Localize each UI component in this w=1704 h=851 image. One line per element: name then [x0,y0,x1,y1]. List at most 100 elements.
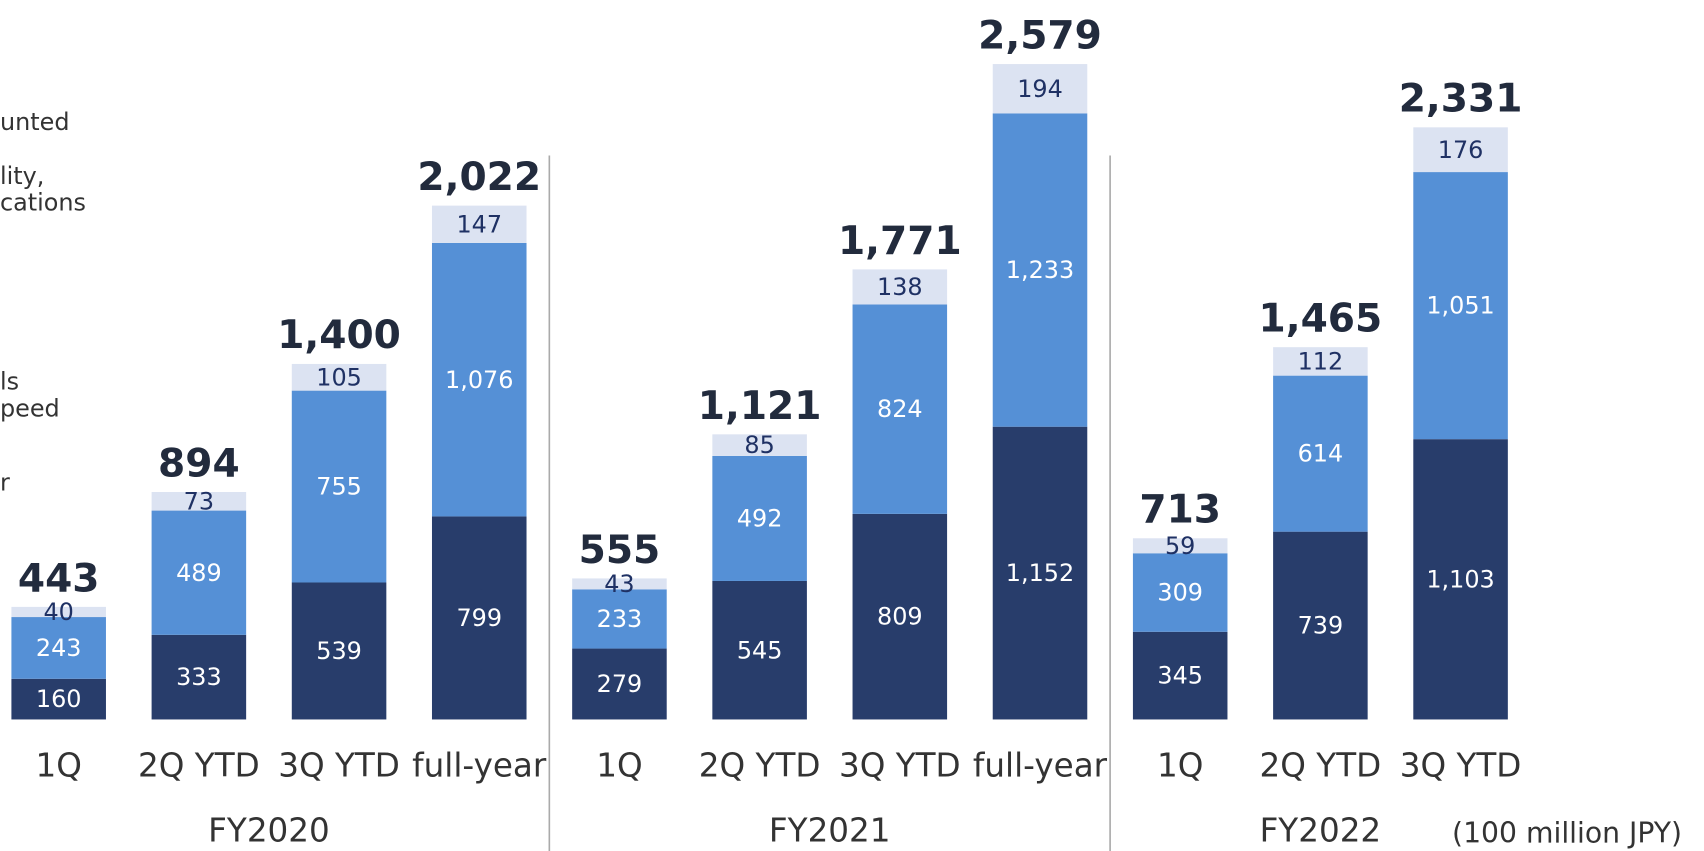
segment-label: 243 [36,634,82,662]
bar-segment [291,582,387,720]
total-label: 443 [18,556,100,601]
x-tick-label: 1Q [596,746,642,784]
bar-segment [11,617,106,679]
segment-label: 739 [1298,612,1344,640]
segment-label: 489 [176,559,222,587]
bar-segment [1132,553,1228,632]
bar-segment [151,492,247,511]
bar-segment [151,510,247,635]
x-tick-label: full-year [973,746,1108,784]
total-label: 894 [158,442,240,487]
bar-segment [572,589,667,649]
segment-label: 1,233 [1006,256,1074,284]
x-tick-label: 1Q [1157,746,1203,784]
bar-segment [572,578,667,590]
bar-segment [431,242,527,517]
bar-segment [712,434,807,456]
bar-segment [712,455,807,581]
bar-segment [1273,375,1368,532]
bar-segment [1413,439,1508,720]
segment-label: 85 [744,431,774,459]
segment-label: 345 [1157,662,1203,690]
x-tick-label: 3Q YTD [1400,746,1522,784]
bar-segment [852,269,948,305]
segment-label: 1,152 [1006,559,1074,587]
bar-segment [291,363,387,391]
segment-label: 147 [456,210,502,238]
segment-label: 1,076 [445,366,513,394]
segment-label: 799 [456,604,502,632]
segment-label: 59 [1165,532,1195,560]
unit-label: (100 million JPY) [1452,817,1682,850]
total-label: 1,121 [698,384,822,429]
bar-segment [431,205,527,243]
x-tick-label: 3Q YTD [839,746,961,784]
segment-label: 1,051 [1426,292,1494,320]
segment-label: 614 [1298,440,1344,468]
bar-segment [1273,531,1368,720]
segment-label: 545 [737,636,783,664]
x-tick-label: 2Q YTD [1260,746,1382,784]
bar-segment [572,648,667,720]
segment-label: 105 [316,363,362,391]
segment-label: 112 [1298,347,1344,375]
total-label: 2,022 [417,155,541,200]
segment-label: 176 [1438,136,1484,164]
bar-segment [1132,538,1228,554]
segment-label: 809 [877,603,923,631]
total-label: 1,465 [1259,297,1383,342]
bar-segment [151,634,247,720]
legend-fragment: ls [0,368,19,396]
bar-segment [1132,631,1228,720]
group-label: FY2020 [208,811,330,849]
group-label: FY2022 [1260,811,1382,849]
legend-fragment: cations [0,188,86,216]
segment-label: 755 [316,473,362,501]
x-tick-label: 3Q YTD [278,746,400,784]
total-label: 1,400 [277,313,401,358]
bar-segment [1413,172,1508,440]
legend-fragment: unted [0,108,70,136]
segment-label: 309 [1157,579,1203,607]
x-tick-label: full-year [412,746,547,784]
total-label: 1,771 [838,219,962,264]
bar-segment [1413,127,1508,173]
legend-fragment: r [0,469,10,497]
segment-label: 194 [1017,75,1063,103]
segment-label: 233 [597,605,643,633]
legend-fragment: lity, [0,162,44,190]
bar-segment [431,516,527,720]
bar-segment [992,64,1088,114]
bar-segment [1273,347,1368,376]
bar-segment [852,304,948,514]
total-label: 2,331 [1399,77,1523,122]
bar-segment [291,390,387,583]
bar-segment [11,606,106,618]
segment-label: 73 [184,487,214,515]
segment-label: 160 [36,685,82,713]
segment-label: 539 [316,637,362,665]
x-tick-label: 1Q [35,746,81,784]
bar-segment [11,678,106,720]
x-tick-label: 2Q YTD [138,746,260,784]
group-label: FY2021 [769,811,891,849]
legend-fragment: peed [0,395,60,423]
total-label: 2,579 [978,13,1102,58]
segment-label: 1,103 [1426,565,1494,593]
total-label: 555 [579,528,661,573]
segment-label: 138 [877,273,923,301]
x-tick-label: 2Q YTD [699,746,821,784]
segment-label: 40 [43,598,73,626]
bar-segment [992,113,1088,427]
segment-label: 824 [877,395,923,423]
segment-label: 492 [737,505,783,533]
bar-segment [852,513,948,720]
bar-segment [712,580,807,720]
bar-segment [992,426,1088,720]
segment-label: 279 [597,670,643,698]
segment-label: 43 [604,570,634,598]
total-label: 713 [1139,488,1221,533]
segment-label: 333 [176,663,222,691]
